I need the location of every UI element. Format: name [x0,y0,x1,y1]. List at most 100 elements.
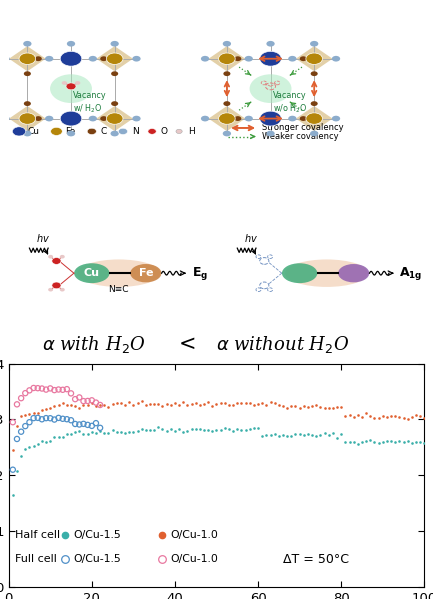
Point [342,412,349,421]
Text: Cu: Cu [28,127,40,136]
Point [113,398,120,408]
Point [117,398,124,408]
Point [51,385,58,395]
Point [88,421,95,431]
Circle shape [1,116,10,122]
Point [126,428,132,437]
Point [93,401,100,410]
Point [155,423,162,432]
Point [392,411,399,420]
Point [188,400,195,409]
Point [346,437,353,447]
Text: Stronger covalency: Stronger covalency [262,123,344,132]
Point [371,437,378,447]
Point [421,438,428,448]
Circle shape [89,56,97,62]
Point [284,403,291,413]
Point [271,429,278,438]
Point [375,413,382,423]
Point [122,400,129,410]
Point [26,418,33,427]
Circle shape [61,81,67,85]
Circle shape [111,101,118,106]
Circle shape [245,116,253,122]
Point [171,398,178,408]
Point [255,399,262,409]
Point [72,428,79,437]
Point [379,437,386,447]
Point [42,437,49,447]
Point [288,401,295,411]
Ellipse shape [74,264,110,283]
Point [379,411,386,420]
Circle shape [288,116,297,122]
Circle shape [100,56,107,61]
Point [88,428,95,437]
Point [42,404,49,413]
Point [200,399,207,409]
Point [84,401,91,410]
Text: Vacancy
w/o H$_2$O: Vacancy w/o H$_2$O [273,91,307,115]
Point [392,437,399,447]
Point [80,401,87,410]
Circle shape [50,74,92,103]
Circle shape [110,131,119,137]
Text: O/Cu-1.0: O/Cu-1.0 [171,554,219,564]
Polygon shape [296,106,333,131]
Point [246,398,253,408]
Circle shape [223,71,230,76]
Circle shape [48,288,53,292]
Circle shape [310,41,318,47]
Point [142,425,149,435]
Point [130,401,137,410]
Point [284,431,291,441]
Point [76,403,83,412]
Point [26,409,33,419]
Point [146,400,153,409]
Circle shape [100,116,107,121]
Point [188,425,195,434]
Point [80,419,87,429]
Point [30,413,37,423]
Point [97,400,103,410]
Ellipse shape [130,264,162,282]
Circle shape [19,113,36,124]
Point [163,426,170,435]
Point [84,420,91,429]
Point [97,423,103,432]
Point [180,397,187,407]
Point [138,424,145,434]
Point [10,418,16,427]
Text: O: O [161,127,168,136]
Circle shape [310,131,318,137]
Point [63,401,70,410]
Ellipse shape [282,264,317,283]
Point [42,385,49,394]
Point [55,400,62,410]
Circle shape [19,53,36,65]
Point [238,425,245,435]
Point [209,426,216,436]
Point [250,423,257,433]
Circle shape [306,113,323,124]
Point [76,392,83,402]
Circle shape [67,41,75,47]
Point [68,429,74,438]
Point [134,398,141,408]
Circle shape [13,127,26,136]
Point [167,423,174,433]
Point [18,427,25,437]
Text: Vacancy
w/ H$_2$O: Vacancy w/ H$_2$O [73,91,107,115]
Text: Fe: Fe [65,127,75,136]
Point [250,400,257,409]
Point [63,415,70,424]
Point [333,433,340,443]
Circle shape [310,71,318,76]
Circle shape [45,116,53,122]
Point [30,408,37,418]
Point [226,400,233,410]
Point [255,423,262,433]
Circle shape [107,53,123,65]
Point [10,445,16,455]
Point [34,413,41,423]
